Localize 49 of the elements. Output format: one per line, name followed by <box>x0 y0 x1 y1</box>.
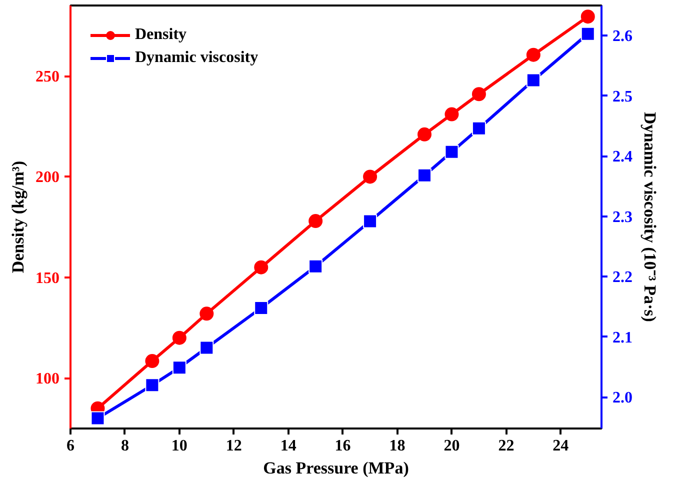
point <box>200 340 214 355</box>
x-tick-label: 18 <box>389 438 406 454</box>
point <box>145 354 160 368</box>
point <box>444 144 459 159</box>
point <box>580 10 595 24</box>
point <box>90 411 105 426</box>
x-tick-label: 16 <box>334 438 351 454</box>
x-tick-label: 14 <box>280 438 296 454</box>
legend-label: Density <box>135 26 187 44</box>
x-tick-label: 20 <box>444 438 460 454</box>
point <box>254 260 268 274</box>
legend-label: Dynamic viscosity <box>135 49 258 67</box>
point <box>200 306 214 321</box>
y-tick-label: 200 <box>36 169 60 186</box>
y2-tick-label: 2.6 <box>612 28 632 46</box>
x-tick-label: 24 <box>552 438 569 454</box>
y2-tick-label: 2.3 <box>612 208 632 226</box>
x-tick-label: 22 <box>498 438 514 454</box>
point <box>308 259 323 274</box>
point <box>363 214 378 228</box>
y2-tick-label: 2.2 <box>612 269 632 286</box>
point <box>526 48 540 62</box>
point <box>444 107 459 122</box>
point <box>418 168 432 182</box>
point <box>418 127 432 142</box>
y2-axis-title: Dynamic viscosity (10⁻³ Pa·s) <box>640 112 660 322</box>
y-tick-label: 250 <box>36 68 60 86</box>
point <box>526 73 540 88</box>
point <box>308 214 323 228</box>
point <box>580 26 595 41</box>
y-tick-label: 100 <box>36 370 60 388</box>
point <box>145 378 160 392</box>
y2-tick-label: 2.5 <box>612 88 632 106</box>
point <box>472 121 486 136</box>
point <box>363 170 378 184</box>
point <box>472 87 486 102</box>
x-tick-label: 10 <box>171 438 188 454</box>
y2-tick-label: 2.4 <box>612 148 632 166</box>
x-axis-title: Gas Pressure (MPa) <box>263 458 409 478</box>
point <box>254 300 268 315</box>
x-tick-label: 6 <box>66 438 74 454</box>
y-axis-title: Density (kg/m³) <box>8 160 28 274</box>
y-tick-label: 150 <box>36 270 60 287</box>
point <box>172 360 186 375</box>
y2-tick-label: 2.0 <box>612 390 632 407</box>
y2-tick-label: 2.1 <box>612 329 632 346</box>
point <box>172 330 186 345</box>
x-tick-label: 12 <box>226 438 242 454</box>
x-tick-label: 8 <box>120 438 129 454</box>
